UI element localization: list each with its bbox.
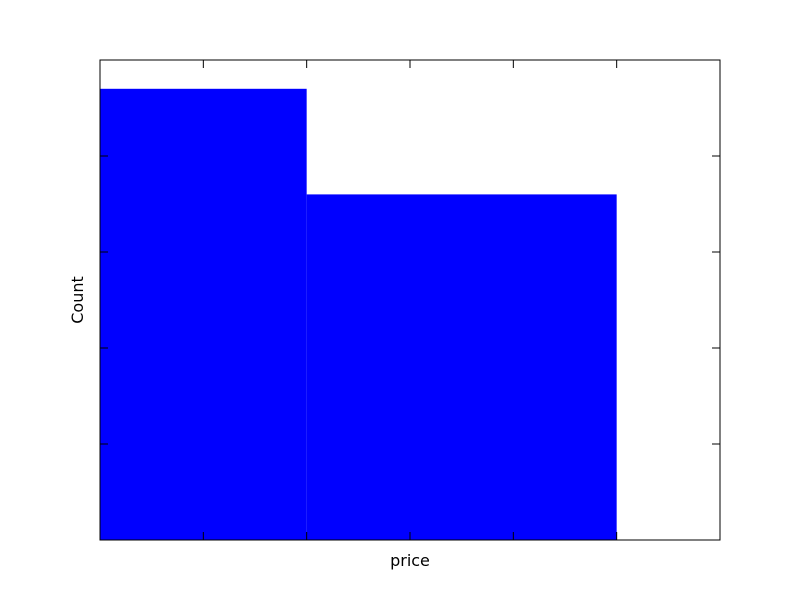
bars-layer [100,88,617,541]
histogram-bar-2 [306,194,617,540]
x-axis-label: price [390,551,430,570]
plot-frame [99,59,721,541]
y-axis-label: Count [68,276,87,324]
ticks-layer [100,60,720,540]
histogram-bar-1 [100,88,307,541]
